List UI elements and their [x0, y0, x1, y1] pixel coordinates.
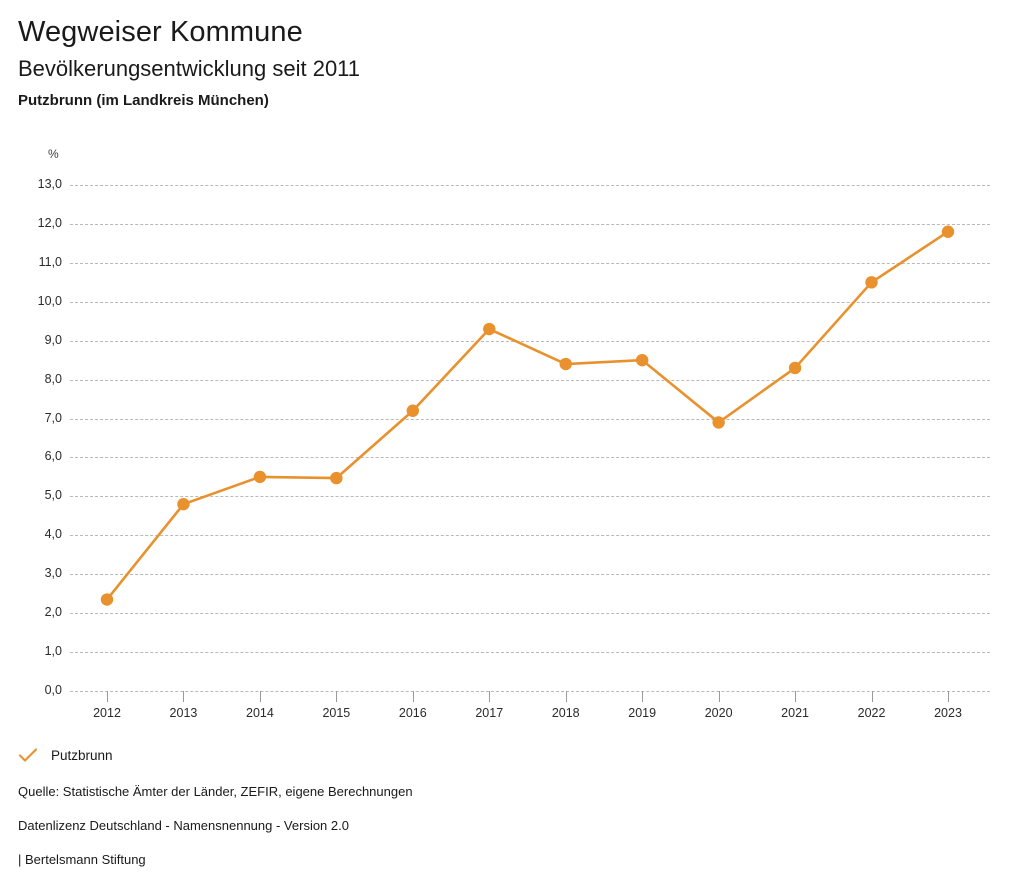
gridline — [70, 185, 990, 186]
x-axis-tick: 2014 — [246, 706, 274, 720]
y-axis-tick: 10,0 — [37, 293, 62, 308]
y-axis-unit-label: % — [48, 147, 59, 161]
page-title: Wegweiser Kommune — [18, 16, 303, 48]
y-axis-tick: 6,0 — [44, 449, 62, 464]
x-axis-tick: 2020 — [704, 706, 733, 720]
gridline — [70, 496, 990, 498]
gridline — [70, 535, 990, 537]
data-point[interactable] — [177, 497, 190, 511]
x-axis-tick: 2018 — [551, 706, 580, 720]
y-axis-tick: 3,0 — [44, 566, 62, 581]
y-axis-tick: 9,0 — [44, 332, 62, 347]
data-point[interactable] — [712, 416, 725, 429]
y-axis-tick: 7,0 — [44, 410, 62, 425]
data-point[interactable] — [406, 404, 420, 417]
y-axis-tick: 11,0 — [38, 254, 62, 269]
y-axis-tick-labels: 0,0 1,0 2,0 3,0 4,0 5,0 6,0 7,0 8,0 9,0 10,0 11,0 12… — [0, 177, 62, 697]
x-axis-tick-mark — [565, 691, 567, 702]
x-axis-tick: 2013 — [169, 706, 198, 720]
x-axis-tick-mark — [336, 691, 338, 702]
footer-publisher: | Bertelsmann Stiftung — [18, 852, 146, 867]
x-axis-tick: 2012 — [93, 706, 121, 720]
x-axis-tick-mark — [489, 691, 491, 702]
data-point[interactable] — [253, 470, 267, 484]
y-axis-tick: 8,0 — [44, 371, 62, 386]
chart-legend[interactable]: Putzbrunn — [18, 744, 113, 766]
x-axis-tick-mark — [183, 691, 185, 702]
y-axis-tick: 5,0 — [44, 488, 62, 503]
data-point[interactable] — [788, 361, 802, 375]
gridline — [70, 340, 990, 342]
x-axis-tick: 2017 — [475, 706, 504, 720]
gridline — [70, 574, 990, 576]
gridline — [70, 223, 990, 225]
data-point[interactable] — [100, 593, 114, 606]
x-axis-tick: 2022 — [857, 706, 886, 720]
plot-area: 2012 2013 2014 2015 2016 2017 2018 2019 2020 2021… — [70, 185, 990, 720]
chart-container: % 0,0 1,0 2,0 3,0 4,0 5,0 6,0 7,0 8,0 9,0 10,0 11,0… — [0, 140, 1024, 740]
x-axis-tick-mark — [718, 691, 720, 702]
gridline — [70, 379, 990, 381]
x-axis-tick: 2016 — [398, 706, 427, 720]
data-point[interactable] — [941, 225, 955, 238]
data-point[interactable] — [330, 471, 343, 485]
x-axis-tick: 2019 — [628, 706, 657, 720]
gridline — [70, 613, 990, 615]
gridline — [70, 652, 990, 654]
x-axis-tick: 2021 — [781, 706, 809, 720]
x-axis-tick-mark — [795, 691, 797, 702]
footer-source: Quelle: Statistische Ämter der Länder, Z… — [18, 784, 413, 799]
data-point[interactable] — [635, 353, 649, 367]
gridline — [70, 301, 990, 303]
x-axis-tick-mark — [948, 691, 949, 702]
x-axis-tick-mark — [259, 691, 261, 702]
y-axis-tick: 1,0 — [44, 644, 62, 659]
x-axis-tick-mark — [871, 691, 873, 702]
region-label: Putzbrunn (im Landkreis München) — [18, 92, 269, 109]
y-axis-tick: 4,0 — [44, 527, 62, 542]
y-axis-tick: 2,0 — [44, 605, 62, 620]
y-axis-tick: 13,0 — [37, 177, 62, 191]
data-point[interactable] — [483, 322, 496, 336]
gridline — [70, 262, 990, 264]
y-axis-tick: 12,0 — [37, 215, 62, 230]
series-path — [105, 230, 950, 601]
page-subtitle: Bevölkerungsentwicklung seit 2011 — [18, 56, 361, 81]
footer-license: Datenlizenz Deutschland - Namensnennung … — [18, 818, 349, 833]
data-point[interactable] — [559, 357, 572, 371]
legend-item-label: Putzbrunn — [51, 747, 113, 763]
gridline — [70, 691, 990, 692]
y-axis-tick: 0,0 — [44, 683, 62, 697]
data-point[interactable] — [865, 276, 878, 289]
x-axis-tick: 2023 — [934, 706, 962, 720]
gridline — [70, 457, 990, 459]
series-line-putzbrunn — [100, 225, 955, 606]
x-axis-tick-mark — [412, 691, 414, 702]
chart-header: Wegweiser Kommune Bevölkerungsentwicklun… — [18, 14, 998, 112]
x-axis-tick: 2015 — [322, 706, 351, 720]
check-icon — [18, 747, 38, 763]
gridline — [70, 418, 990, 420]
x-axis-tick-mark — [642, 691, 644, 702]
x-axis-tick-mark — [107, 691, 108, 702]
chart-footer: Quelle: Statistische Ämter der Länder, Z… — [18, 784, 978, 868]
